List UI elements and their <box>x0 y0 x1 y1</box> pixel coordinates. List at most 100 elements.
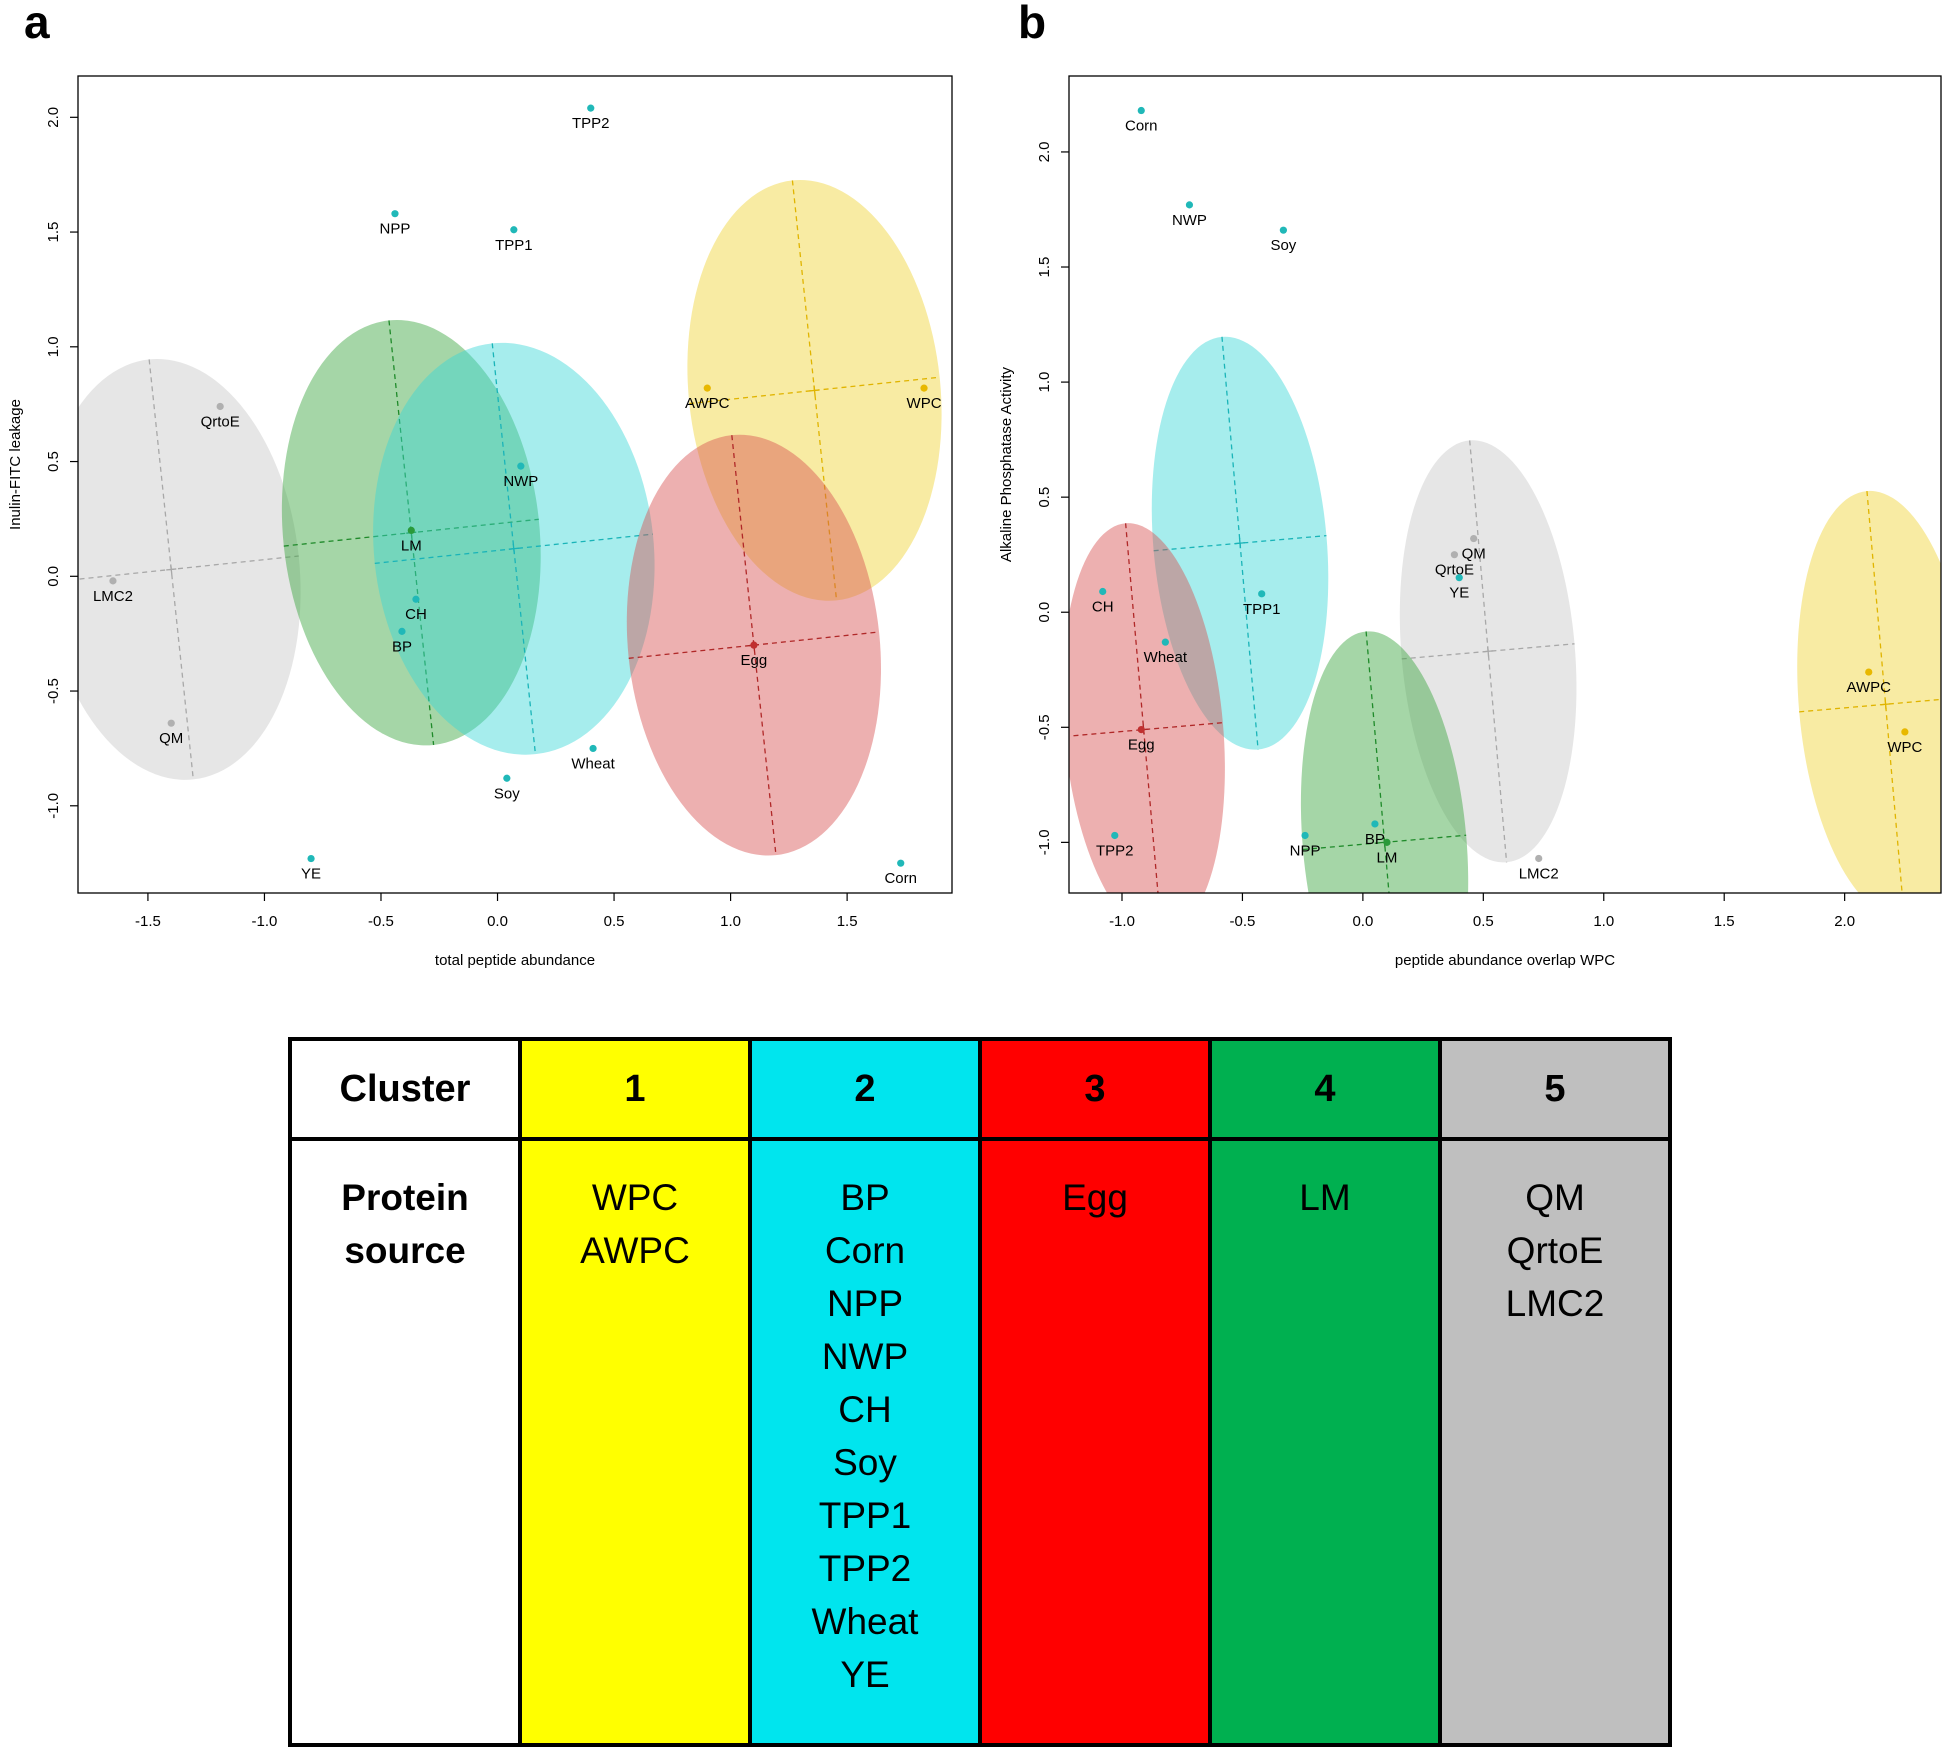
cluster-center-marker: + <box>1481 641 1496 661</box>
data-point-group: CH <box>405 595 427 623</box>
data-point-group: Corn <box>1125 106 1158 135</box>
cluster-center-marker: + <box>1232 533 1247 553</box>
ellipse-axis-major <box>1401 643 1575 660</box>
y-tick-label: 1.5 <box>45 222 62 243</box>
data-point-group: NPP <box>1290 831 1321 859</box>
y-tick-label: 0.5 <box>1036 487 1053 508</box>
ellipse-axis-minor <box>791 180 838 601</box>
point-label: BP <box>392 638 412 655</box>
point-label: TPP1 <box>495 237 533 254</box>
point-label: NPP <box>380 221 411 238</box>
chart-panel-b: +++++CornNWPSoyQMQrtoEYECHTPP1WheatAWPCE… <box>998 75 1942 969</box>
protein-source-label-line1: Protein <box>341 1177 469 1218</box>
cluster-number-1: 1 <box>518 1037 752 1141</box>
x-tick-label: 1.5 <box>837 913 858 930</box>
point-label: Soy <box>1270 237 1296 254</box>
data-point <box>503 774 511 782</box>
x-tick-label: 0.5 <box>1473 913 1494 930</box>
x-tick-label: -0.5 <box>368 913 394 930</box>
data-point-group: TPP1 <box>1243 590 1280 618</box>
data-point-group: Egg <box>741 641 767 669</box>
protein-source-row: Protein source WPC AWPC BP Corn NPP NWP CH Soy… <box>288 1137 1672 1747</box>
point-label: QM <box>159 730 183 747</box>
point-label: Wheat <box>1144 649 1188 666</box>
data-point <box>1470 534 1478 543</box>
data-point <box>109 577 117 585</box>
data-point-group: BP <box>1365 820 1385 848</box>
data-point-group: NPP <box>380 210 411 238</box>
protein-source-item: Corn <box>824 1230 906 1271</box>
x-tick-label: -0.5 <box>1230 913 1256 930</box>
data-point-group: BP <box>392 627 412 655</box>
y-tick-label: -0.5 <box>1036 714 1053 740</box>
point-label: LM <box>1377 849 1398 866</box>
protein-source-item: LM <box>1299 1177 1351 1218</box>
data-point <box>1185 201 1194 209</box>
data-point <box>920 384 928 392</box>
data-point-group: Soy <box>1270 226 1297 254</box>
cluster-table: Cluster 1 2 3 4 5 Protein source WPC AWPC… <box>288 1037 1672 1747</box>
point-label: LMC2 <box>93 588 133 605</box>
point-label: BP <box>1365 831 1385 848</box>
protein-source-item: QrtoE <box>1506 1230 1604 1271</box>
protein-source-item: YE <box>840 1654 890 1695</box>
data-point <box>1137 726 1145 734</box>
protein-source-item: Egg <box>1062 1177 1128 1218</box>
point-label: Wheat <box>571 755 615 772</box>
data-point-group: TPP2 <box>572 104 610 132</box>
point-label: NWP <box>503 473 538 490</box>
protein-source-item: Soy <box>833 1442 897 1483</box>
cluster-center-marker: + <box>164 559 179 579</box>
point-label: Soy <box>494 785 520 802</box>
data-point <box>1279 226 1287 234</box>
point-label: CH <box>405 606 427 623</box>
y-tick-label: 1.5 <box>1036 257 1053 278</box>
data-point <box>750 641 758 649</box>
data-point-group: QrtoE <box>201 402 240 430</box>
point-label: QrtoE <box>1435 562 1474 579</box>
cluster-ellipse <box>1797 490 1941 893</box>
data-point <box>167 719 175 727</box>
data-point <box>1099 587 1107 596</box>
data-point-group: WPC <box>907 384 942 412</box>
point-label: NPP <box>1290 842 1321 859</box>
point-label: QM <box>1462 546 1486 563</box>
protein-source-item: QM <box>1525 1177 1585 1218</box>
ellipse-axis-minor <box>388 320 435 746</box>
y-tick-label: 2.0 <box>1036 142 1053 163</box>
protein-source-item: LMC2 <box>1505 1283 1605 1324</box>
point-label: Egg <box>1128 737 1155 754</box>
x-tick-label: 1.0 <box>720 913 741 930</box>
protein-source-item: NWP <box>821 1336 909 1377</box>
data-point <box>1455 574 1463 582</box>
data-point <box>1301 831 1309 840</box>
data-point <box>703 384 711 392</box>
data-point-group: LMC2 <box>93 577 133 605</box>
data-point-group: Corn <box>884 859 917 887</box>
cluster-sources-1: WPC AWPC <box>518 1137 752 1747</box>
protein-source-item: TPP2 <box>818 1548 912 1589</box>
data-point-group: QrtoE <box>1435 551 1474 579</box>
ellipse-axis-major <box>689 376 940 405</box>
point-label: QrtoE <box>201 413 240 430</box>
data-point <box>1535 854 1543 863</box>
protein-source-item: BP <box>840 1177 890 1218</box>
cluster-sources-5: QM QrtoE LMC2 <box>1438 1137 1672 1747</box>
cluster-number-4: 4 <box>1208 1037 1442 1141</box>
protein-source-item: WPC <box>591 1177 679 1218</box>
data-point-group: LMC2 <box>1519 854 1559 882</box>
cluster-number-3: 3 <box>978 1037 1212 1141</box>
ellipse-axis-minor <box>148 359 194 780</box>
y-tick-label: 1.0 <box>45 336 62 357</box>
y-tick-label: 2.0 <box>45 107 62 128</box>
x-tick-label: 0.0 <box>1352 913 1373 930</box>
y-axis-title: Inulin-FITC leakage <box>7 399 24 530</box>
y-tick-label: 0.0 <box>45 566 62 587</box>
cluster-ellipse-group: + <box>1151 336 1329 750</box>
x-tick-label: 2.0 <box>1834 913 1855 930</box>
plot-area: +++++TPP2NPPTPP1QrtoEAWPCWPCNWPLMLMC2CHB… <box>78 104 942 887</box>
panel-letter-a: a <box>24 0 50 48</box>
protein-source-item: Wheat <box>811 1601 919 1642</box>
y-tick-label: 1.0 <box>1036 372 1053 393</box>
